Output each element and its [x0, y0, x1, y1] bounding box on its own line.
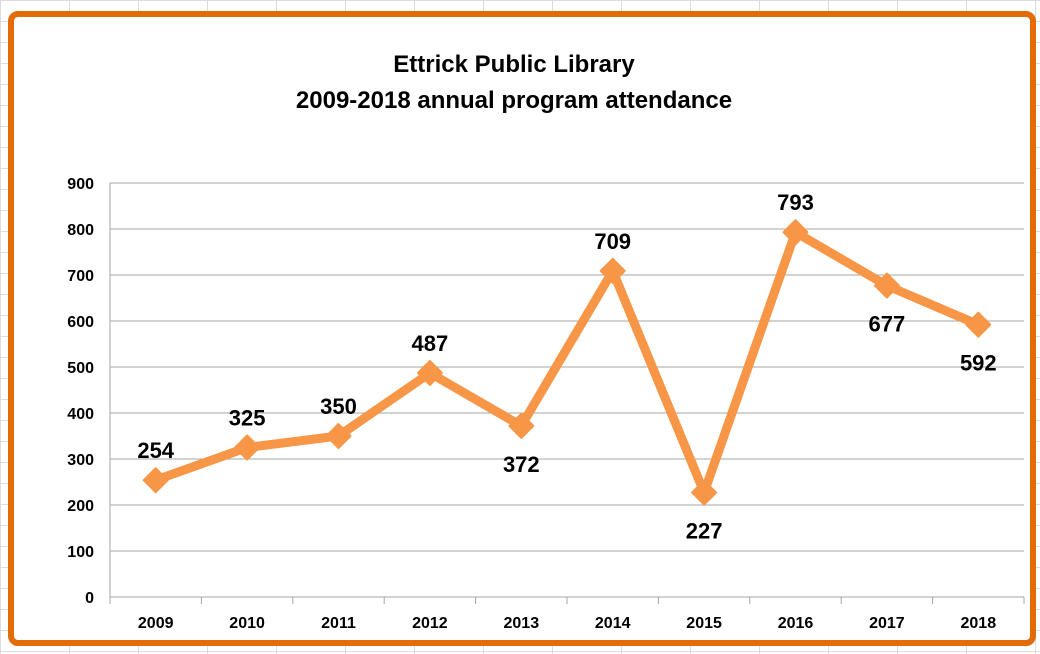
y-tick-label: 900 [67, 176, 94, 193]
x-tick-label: 2017 [869, 615, 905, 632]
y-tick-label: 100 [67, 544, 94, 561]
data-label-2012: 487 [412, 331, 449, 356]
data-point-2010 [234, 434, 261, 461]
y-tick-label: 400 [67, 406, 94, 423]
y-tick-label: 300 [67, 452, 94, 469]
data-label-2018: 592 [960, 351, 997, 376]
x-tick-label: 2018 [961, 615, 997, 632]
x-tick-label: 2012 [412, 615, 448, 632]
x-tick-label: 2013 [504, 615, 540, 632]
data-label-2014: 709 [594, 229, 631, 254]
x-tick-label: 2009 [138, 615, 174, 632]
x-tick-label: 2011 [321, 615, 356, 632]
y-tick-label: 700 [67, 268, 94, 285]
data-label-2011: 350 [320, 394, 357, 419]
chart-subtitle: 2009-2018 annual program attendance [296, 87, 732, 114]
data-point-2018 [965, 311, 992, 338]
data-point-2017 [873, 272, 900, 299]
x-tick-label: 2014 [595, 615, 631, 632]
data-point-2016 [782, 219, 809, 246]
data-label-2010: 325 [229, 406, 266, 431]
data-point-2011 [325, 423, 352, 449]
x-tick-label: 2015 [686, 615, 722, 632]
data-point-2013 [508, 412, 535, 439]
attendance-series [142, 219, 992, 506]
series-line [151, 227, 983, 498]
data-point-2012 [416, 359, 443, 386]
x-tick-label: 2016 [778, 615, 814, 632]
x-axis-tick-labels: 2009 2010 2011 2012 2013 2014 2015 2016 2017 2018 [138, 615, 996, 632]
chart-frame[interactable] [8, 11, 1036, 646]
y-tick-label: 500 [67, 360, 94, 377]
x-tick-label: 2010 [229, 615, 265, 632]
y-tick-label: 200 [67, 498, 94, 515]
data-label-2017: 677 [869, 312, 906, 337]
data-labels: 254 325 350 487 372 709 227 793 677 592 [137, 190, 996, 543]
data-label-2009: 254 [137, 438, 174, 463]
data-label-2015: 227 [686, 519, 723, 544]
chart-title: Ettrick Public Library [393, 51, 635, 78]
data-point-2015 [691, 479, 718, 506]
y-axis-tick-labels: 0 100 200 300 400 500 600 700 800 900 [67, 176, 94, 607]
data-label-2016: 793 [777, 190, 814, 215]
data-label-2013: 372 [503, 452, 540, 477]
y-tick-label: 0 [85, 590, 94, 607]
y-tick-label: 800 [67, 222, 94, 239]
data-point-2009 [142, 467, 169, 494]
axes [109, 183, 1025, 604]
y-tick-label: 600 [67, 314, 94, 331]
gridlines [110, 182, 1024, 552]
data-point-2014 [599, 257, 626, 284]
